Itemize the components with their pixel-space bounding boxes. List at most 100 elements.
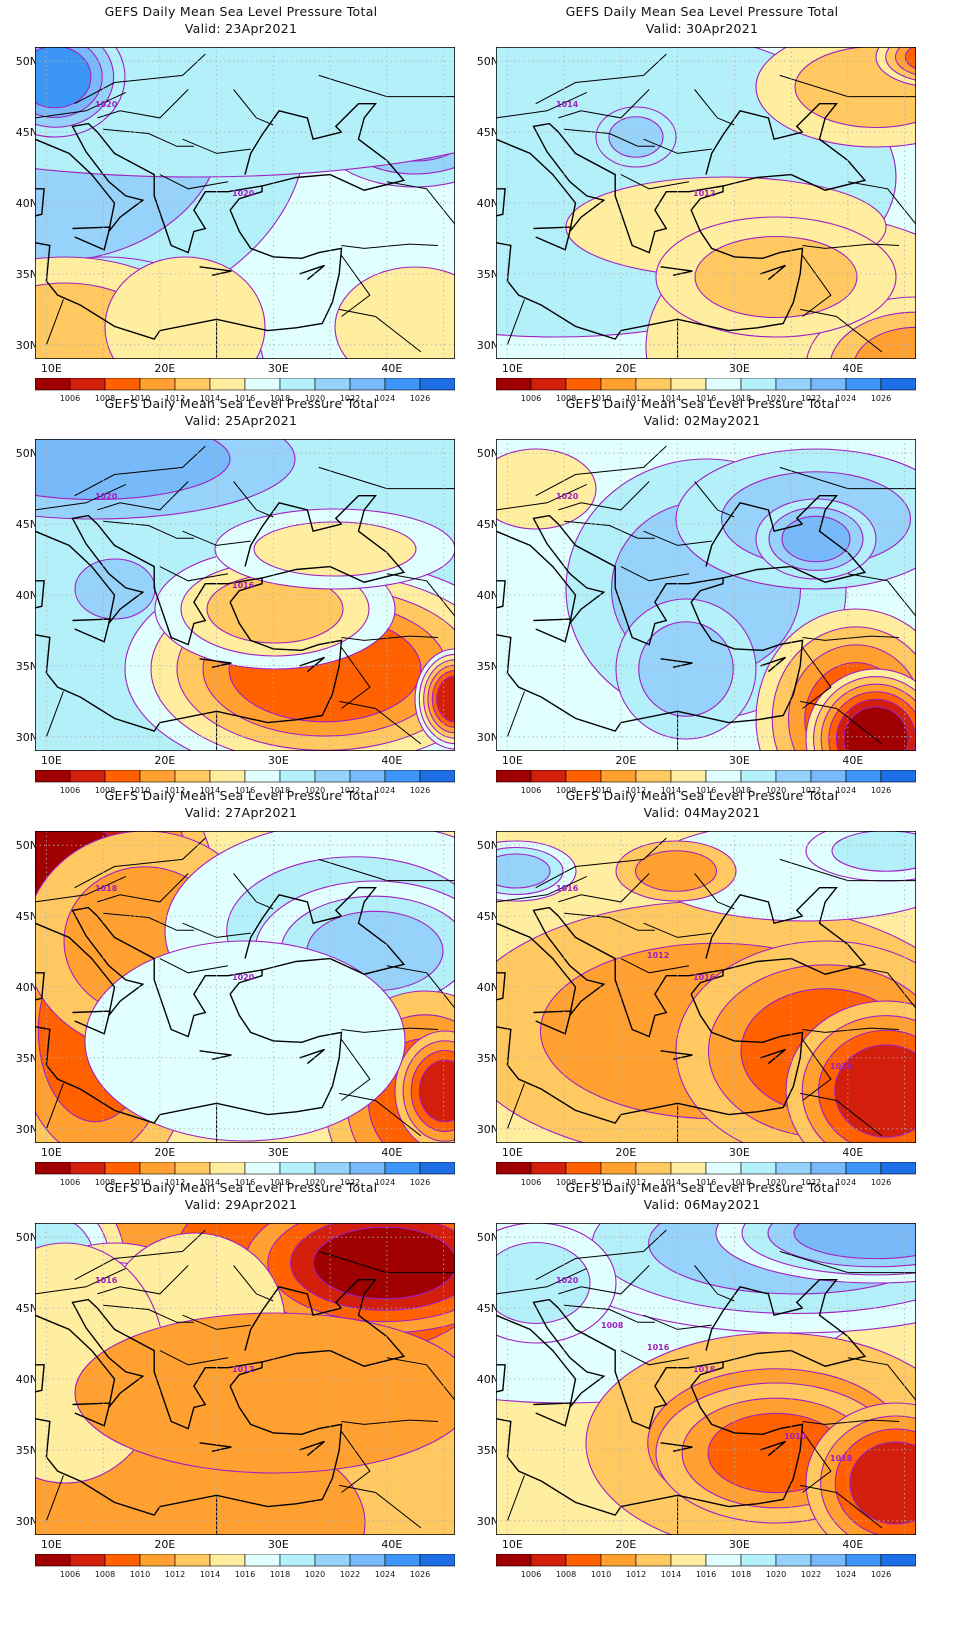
country-border (496, 875, 588, 903)
contour-label: 1020 (232, 189, 255, 198)
map-panel: GEFS Daily Mean Sea Level Pressure Total… (461, 392, 943, 802)
country-border (339, 700, 422, 745)
legend-label: 1014 (661, 394, 681, 403)
legend-swatch (880, 770, 916, 783)
lon-tick-label: 30E (268, 754, 289, 767)
legend-label: 1014 (661, 1570, 681, 1579)
legend-swatch (705, 1554, 742, 1567)
legend-swatch (600, 378, 637, 391)
legend-label: 1008 (556, 394, 576, 403)
legend-label: 1024 (375, 1178, 395, 1187)
lon-tick-label: 30E (268, 1146, 289, 1159)
coastline (35, 514, 343, 732)
legend-label: 1010 (130, 1178, 150, 1187)
country-border (847, 965, 916, 1009)
country-border (506, 691, 525, 737)
lat-tick-label: 35N (16, 1444, 38, 1457)
legend-swatch (775, 770, 812, 783)
pressure-contour (904, 47, 916, 70)
legend-label: 1018 (731, 394, 751, 403)
contour-label: 1016 (693, 973, 716, 982)
country-border (506, 1475, 525, 1521)
country-border (159, 566, 229, 582)
legend-swatch (209, 770, 246, 783)
map-panel: GEFS Daily Mean Sea Level Pressure Total… (0, 392, 482, 802)
country-border (339, 1092, 422, 1137)
legend-swatch (209, 378, 246, 391)
legend-swatch (740, 770, 777, 783)
country-border (45, 1083, 64, 1129)
lon-tick-label: 20E (154, 1538, 175, 1551)
lat-tick-label: 30N (477, 1515, 499, 1528)
legend-label: 1022 (801, 786, 821, 795)
legend-swatch (244, 378, 281, 391)
coastline (496, 906, 804, 1124)
lon-tick-label: 40E (842, 362, 863, 375)
legend-swatch (419, 1554, 455, 1567)
legend-label: 1026 (871, 1570, 891, 1579)
lon-tick-label: 10E (41, 1146, 62, 1159)
lat-tick-label: 50N (16, 55, 38, 68)
legend-swatch (174, 1554, 211, 1567)
lon-tick-label: 10E (502, 1538, 523, 1551)
legend-swatch (530, 378, 567, 391)
contour-label: 1014 (556, 100, 579, 109)
lat-tick-label: 45N (477, 1302, 499, 1315)
map-panel: GEFS Daily Mean Sea Level Pressure Total… (461, 1176, 943, 1586)
pressure-contour (843, 706, 909, 751)
coastline (705, 495, 867, 583)
legend-swatch (174, 378, 211, 391)
country-border (103, 1304, 194, 1323)
coastline (199, 266, 232, 276)
coastline (533, 1402, 572, 1427)
lat-tick-label: 45N (16, 1302, 38, 1315)
country-border (35, 1267, 127, 1295)
pressure-map: 1020 1018 1018 1016 1010 1008 (496, 1223, 916, 1535)
pressure-contour (634, 850, 718, 892)
legend-swatch (104, 1554, 141, 1567)
legend-swatch (496, 378, 532, 391)
legend-swatch (670, 1554, 707, 1567)
coastline (199, 1442, 232, 1452)
legend-label: 1012 (626, 1570, 646, 1579)
contour-label: 1012 (232, 1365, 254, 1374)
legend-label: 1006 (60, 786, 80, 795)
country-border (35, 483, 127, 511)
country-border (35, 91, 127, 119)
contour-label: 1014 (830, 1062, 853, 1071)
legend-swatch (209, 1554, 246, 1567)
coastline (199, 1050, 232, 1060)
legend-swatch (845, 378, 882, 391)
coastline (496, 1298, 804, 1516)
country-border (643, 530, 712, 546)
axis-labels: 10E 20E 30E 40E 50N 45N 40N 35N 30N (477, 447, 864, 767)
country-border (620, 174, 690, 190)
lat-tick-label: 35N (477, 268, 499, 281)
axis-labels: 10E 20E 30E 40E 50N 45N 40N 35N 30N (16, 447, 403, 767)
legend-label: 1026 (410, 1178, 430, 1187)
legend-swatch (740, 378, 777, 391)
lon-tick-label: 10E (502, 754, 523, 767)
panel-title: GEFS Daily Mean Sea Level Pressure Total (104, 4, 378, 19)
pressure-contour (781, 515, 851, 563)
legend-label: 1008 (556, 1570, 576, 1579)
legend-label: 1010 (130, 394, 150, 403)
color-legend: 1006 1008 1010 1012 1014 1016 1018 1020 1022 1024… (496, 770, 916, 795)
legend-swatch (279, 1162, 316, 1175)
country-border (564, 520, 655, 539)
legend-label: 1018 (270, 786, 290, 795)
legend-label: 1020 (766, 1178, 786, 1187)
lon-tick-label: 20E (154, 754, 175, 767)
country-border (97, 1265, 189, 1295)
legend-label: 1014 (200, 1570, 220, 1579)
color-legend: 1006 1008 1010 1012 1014 1016 1018 1020 1022 1024… (35, 770, 455, 795)
legend-swatch (670, 1162, 707, 1175)
lon-tick-label: 40E (842, 1146, 863, 1159)
coastline (299, 656, 325, 673)
country-border (620, 958, 690, 974)
legend-swatch (384, 1554, 421, 1567)
legend-label: 1006 (521, 394, 541, 403)
pressure-map: 1014 1012 (496, 47, 916, 359)
lat-tick-label: 50N (477, 1231, 499, 1244)
